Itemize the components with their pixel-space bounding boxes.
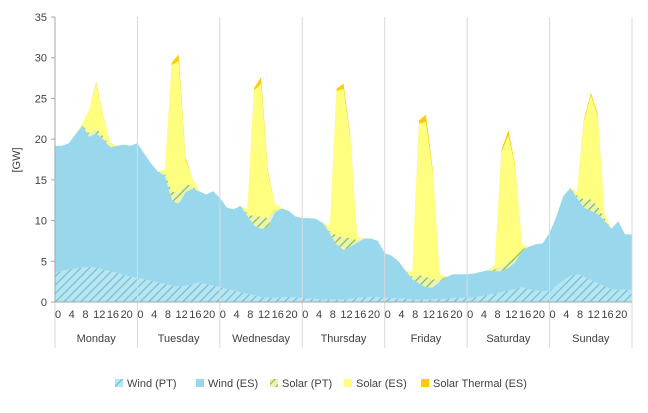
- hour-tick-label-thursday-4: 4: [316, 309, 322, 321]
- legend-swatch-wind-es: [196, 379, 204, 387]
- legend-label-wind-es: Wind (ES): [208, 378, 258, 390]
- y-tick-label-25: 25: [35, 93, 47, 105]
- day-label-friday: Friday: [411, 333, 442, 345]
- hour-tick-label-thursday-20: 20: [368, 309, 380, 321]
- hour-tick-label-saturday-12: 12: [505, 309, 517, 321]
- y-tick-label-20: 20: [35, 134, 47, 146]
- legend-swatch-wind-pt: [115, 379, 123, 387]
- hour-tick-label-saturday-20: 20: [533, 309, 545, 321]
- hour-tick-label-saturday-0: 0: [467, 309, 473, 321]
- legend-swatch-solar-es: [344, 379, 352, 387]
- hour-tick-label-sunday-4: 4: [563, 309, 569, 321]
- hour-tick-label-monday-8: 8: [82, 309, 88, 321]
- hour-tick-label-thursday-16: 16: [354, 309, 366, 321]
- legend-swatch-solar-thermal-es: [421, 379, 429, 387]
- day-label-thursday: Thursday: [321, 333, 367, 345]
- legend-swatch-solar-pt: [270, 379, 278, 387]
- hour-tick-label-saturday-4: 4: [481, 309, 487, 321]
- series-area-wind-pt: [55, 267, 632, 302]
- hour-tick-label-wednesday-12: 12: [258, 309, 270, 321]
- hour-tick-label-thursday-0: 0: [302, 309, 308, 321]
- hour-tick-label-tuesday-8: 8: [165, 309, 171, 321]
- hour-tick-label-friday-16: 16: [437, 309, 449, 321]
- hour-tick-label-wednesday-16: 16: [272, 309, 284, 321]
- hour-tick-label-wednesday-0: 0: [220, 309, 226, 321]
- y-tick-label-10: 10: [35, 216, 47, 228]
- hour-tick-label-saturday-8: 8: [495, 309, 501, 321]
- y-tick-label-15: 15: [35, 175, 47, 187]
- y-tick-label-35: 35: [35, 12, 47, 24]
- hour-tick-label-sunday-12: 12: [588, 309, 600, 321]
- chart-legend: Wind (PT) Wind (ES) Solar (PT) Solar (ES) So…: [115, 378, 527, 390]
- day-label-wednesday: Wednesday: [232, 333, 290, 345]
- series-area-wind-es: [55, 125, 632, 300]
- hour-tick-label-monday-16: 16: [107, 309, 119, 321]
- hour-tick-label-saturday-16: 16: [519, 309, 531, 321]
- day-label-tuesday: Tuesday: [158, 333, 200, 345]
- hour-tick-label-sunday-8: 8: [577, 309, 583, 321]
- day-label-saturday: Saturday: [486, 333, 531, 345]
- hour-tick-label-monday-20: 20: [121, 309, 133, 321]
- hour-tick-label-sunday-20: 20: [615, 309, 627, 321]
- hour-tick-label-tuesday-16: 16: [189, 309, 201, 321]
- hour-tick-label-friday-0: 0: [385, 309, 391, 321]
- hour-tick-label-tuesday-0: 0: [137, 309, 143, 321]
- hour-tick-label-sunday-0: 0: [550, 309, 556, 321]
- y-tick-label-30: 30: [35, 53, 47, 65]
- hour-tick-label-friday-20: 20: [450, 309, 462, 321]
- hour-tick-label-wednesday-8: 8: [247, 309, 253, 321]
- hour-tick-label-friday-4: 4: [398, 309, 404, 321]
- hour-tick-label-thursday-8: 8: [330, 309, 336, 321]
- hour-tick-label-wednesday-20: 20: [285, 309, 297, 321]
- legend-label-solar-pt: Solar (PT): [282, 378, 332, 390]
- hour-tick-label-monday-4: 4: [69, 309, 75, 321]
- stacked-area-layer: [55, 54, 632, 302]
- hour-tick-label-wednesday-4: 4: [234, 309, 240, 321]
- legend-label-solar-thermal-es: Solar Thermal (ES): [433, 378, 527, 390]
- y-tick-label-5: 5: [41, 256, 47, 268]
- y-tick-label-0: 0: [41, 297, 47, 309]
- hour-tick-label-monday-12: 12: [93, 309, 105, 321]
- hour-tick-label-sunday-16: 16: [601, 309, 613, 321]
- legend-label-wind-pt: Wind (PT): [127, 378, 177, 390]
- series-area-solar-es: [55, 61, 632, 280]
- day-label-monday: Monday: [77, 333, 117, 345]
- hour-tick-label-friday-12: 12: [423, 309, 435, 321]
- hour-tick-label-monday-0: 0: [55, 309, 61, 321]
- hour-tick-label-tuesday-12: 12: [176, 309, 188, 321]
- hour-tick-label-tuesday-4: 4: [151, 309, 157, 321]
- hour-tick-label-thursday-12: 12: [340, 309, 352, 321]
- day-label-sunday: Sunday: [572, 333, 610, 345]
- legend-label-solar-es: Solar (ES): [356, 378, 407, 390]
- y-axis-label: [GW]: [11, 147, 23, 172]
- hour-tick-label-tuesday-20: 20: [203, 309, 215, 321]
- y-axis: 0 5 10 15 20 25 30 35: [35, 12, 56, 309]
- hour-tick-label-friday-8: 8: [412, 309, 418, 321]
